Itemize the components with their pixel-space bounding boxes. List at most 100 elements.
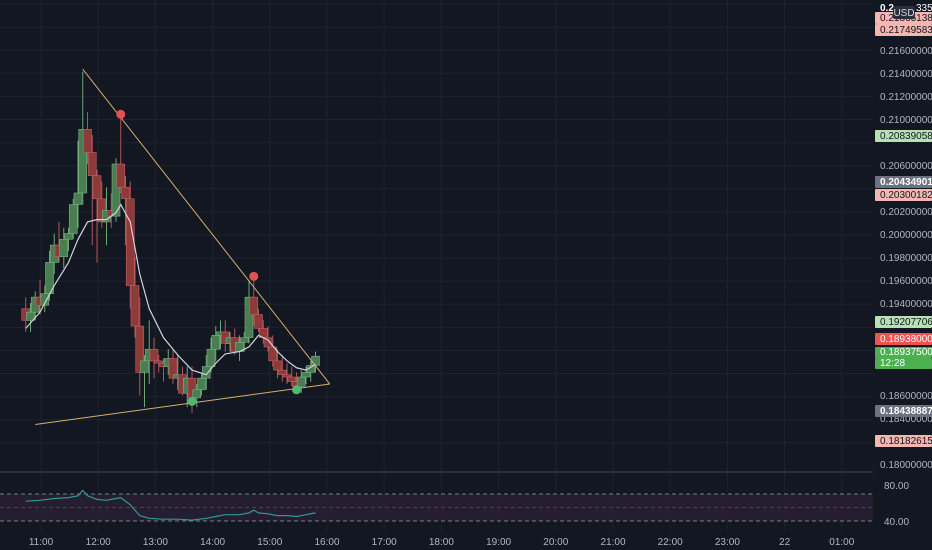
candle[interactable] xyxy=(254,308,263,332)
candle-body xyxy=(73,192,83,205)
candle[interactable] xyxy=(296,370,306,394)
price-label-text: 0.18438887 xyxy=(880,406,932,417)
candle[interactable] xyxy=(263,326,273,352)
candle[interactable] xyxy=(249,277,259,327)
candle[interactable] xyxy=(64,227,73,251)
price-label-bg xyxy=(875,405,932,417)
price-tick-label: 0.20600000 xyxy=(880,161,932,172)
candle-body xyxy=(263,337,273,348)
candle[interactable] xyxy=(111,158,121,222)
candle[interactable] xyxy=(78,71,88,205)
price-label-pink[interactable]: 0.20300182 xyxy=(875,189,932,201)
candle[interactable] xyxy=(73,140,83,228)
price-label-green[interactable]: 0.18937500 xyxy=(875,347,932,358)
candle[interactable] xyxy=(68,198,78,240)
candle-body xyxy=(68,204,78,234)
candle-body xyxy=(211,335,221,350)
trendline-lower[interactable] xyxy=(35,383,330,425)
currency-label: USD xyxy=(893,8,914,19)
candle[interactable] xyxy=(192,383,202,408)
candle[interactable] xyxy=(244,279,254,344)
trendline-upper[interactable] xyxy=(82,68,331,385)
candle[interactable] xyxy=(282,363,292,384)
candle[interactable] xyxy=(201,355,211,390)
candle[interactable] xyxy=(83,111,92,165)
candle-body xyxy=(197,377,206,391)
time-axis[interactable]: 11:00 12:00 13:00 14:00 15:00 16:00 17:00 18:00… xyxy=(0,532,873,550)
candle[interactable] xyxy=(40,285,50,313)
candle[interactable] xyxy=(287,366,297,387)
trendlines-layer[interactable] xyxy=(35,68,331,425)
price-label-bg xyxy=(875,176,932,188)
price-label-lightgreen[interactable]: 0.20839058 xyxy=(875,130,932,142)
candle[interactable] xyxy=(92,169,102,263)
price-tick-label: 0.21200000 xyxy=(880,92,932,103)
rsi-scale-upper: 80.00 xyxy=(884,481,909,492)
price-tick-label: 0.18400000 xyxy=(880,414,932,425)
price-label-gray[interactable]: 0.18438887 xyxy=(875,405,932,417)
candle-body xyxy=(92,175,102,200)
price-top-suffix: 335 xyxy=(916,3,932,14)
price-tick-label: 0.19800000 xyxy=(880,253,932,264)
candle[interactable] xyxy=(87,135,97,246)
rsi-pane[interactable] xyxy=(0,489,873,522)
price-label-pink[interactable]: 0.18182615 xyxy=(875,435,932,447)
candle[interactable] xyxy=(130,256,140,338)
candle-body xyxy=(125,198,135,286)
candle[interactable] xyxy=(135,297,145,396)
rsi-scale-lower: 40.00 xyxy=(884,517,909,528)
price-label-gray[interactable]: 0.20434901 xyxy=(875,176,932,188)
price-tick-label: 0.18600000 xyxy=(880,391,932,402)
candle[interactable] xyxy=(211,326,221,361)
price-label-lightgreen[interactable]: 0.19207706 xyxy=(875,316,932,328)
price-label-text: 0.20839058 xyxy=(880,131,932,142)
candle-body xyxy=(83,129,92,153)
candle[interactable] xyxy=(268,335,278,367)
candle-body xyxy=(239,337,249,343)
time-tick-label: 18:00 xyxy=(429,537,454,548)
candle-body xyxy=(130,285,140,327)
price-label-green[interactable]: 12:28 xyxy=(875,358,932,369)
candle[interactable] xyxy=(197,372,206,396)
candle[interactable] xyxy=(168,349,178,384)
currency-badge[interactable]: USD xyxy=(893,6,915,19)
price-scale-background xyxy=(873,0,932,550)
candle-body xyxy=(78,129,88,194)
candle-body xyxy=(282,374,292,378)
candle[interactable] xyxy=(206,337,216,373)
candle-body xyxy=(249,296,259,315)
candle[interactable] xyxy=(273,349,282,379)
time-tick-label: 23:00 xyxy=(715,537,740,548)
candle[interactable] xyxy=(121,175,130,246)
candle-body xyxy=(140,360,149,373)
candle[interactable] xyxy=(239,331,249,352)
pivots-layer xyxy=(116,109,301,406)
price-tick-label: 0.21600000 xyxy=(880,46,932,57)
candle[interactable] xyxy=(277,355,287,382)
time-tick-label: 22 xyxy=(779,537,791,548)
candle[interactable] xyxy=(116,117,126,193)
candle-body xyxy=(116,163,126,188)
candle[interactable] xyxy=(140,355,149,408)
moving-average-layer xyxy=(25,203,316,376)
candle[interactable] xyxy=(149,337,159,379)
price-label-pink[interactable]: 0.21749583 xyxy=(875,24,932,36)
candle-body xyxy=(311,355,320,366)
candle[interactable] xyxy=(26,302,35,332)
rsi-line xyxy=(25,489,316,521)
candle[interactable] xyxy=(154,355,164,373)
candle-body xyxy=(64,233,73,240)
price-scale[interactable]: 0.21600000 0.21400000 0.21200000 0.21000000… xyxy=(873,0,932,550)
time-tick-label: 17:00 xyxy=(372,537,397,548)
candle[interactable] xyxy=(59,227,69,269)
pivot-high-marker xyxy=(249,271,259,281)
candles[interactable] xyxy=(21,71,320,413)
candle-body xyxy=(149,348,159,362)
pivot-high-marker xyxy=(116,109,126,119)
candle-body xyxy=(192,389,202,399)
candle-body xyxy=(301,372,311,378)
time-tick-label: 19:00 xyxy=(486,537,511,548)
price-label-text: 0.20300182 xyxy=(880,190,932,201)
price-label-red[interactable]: 0.18938000 xyxy=(875,333,932,345)
